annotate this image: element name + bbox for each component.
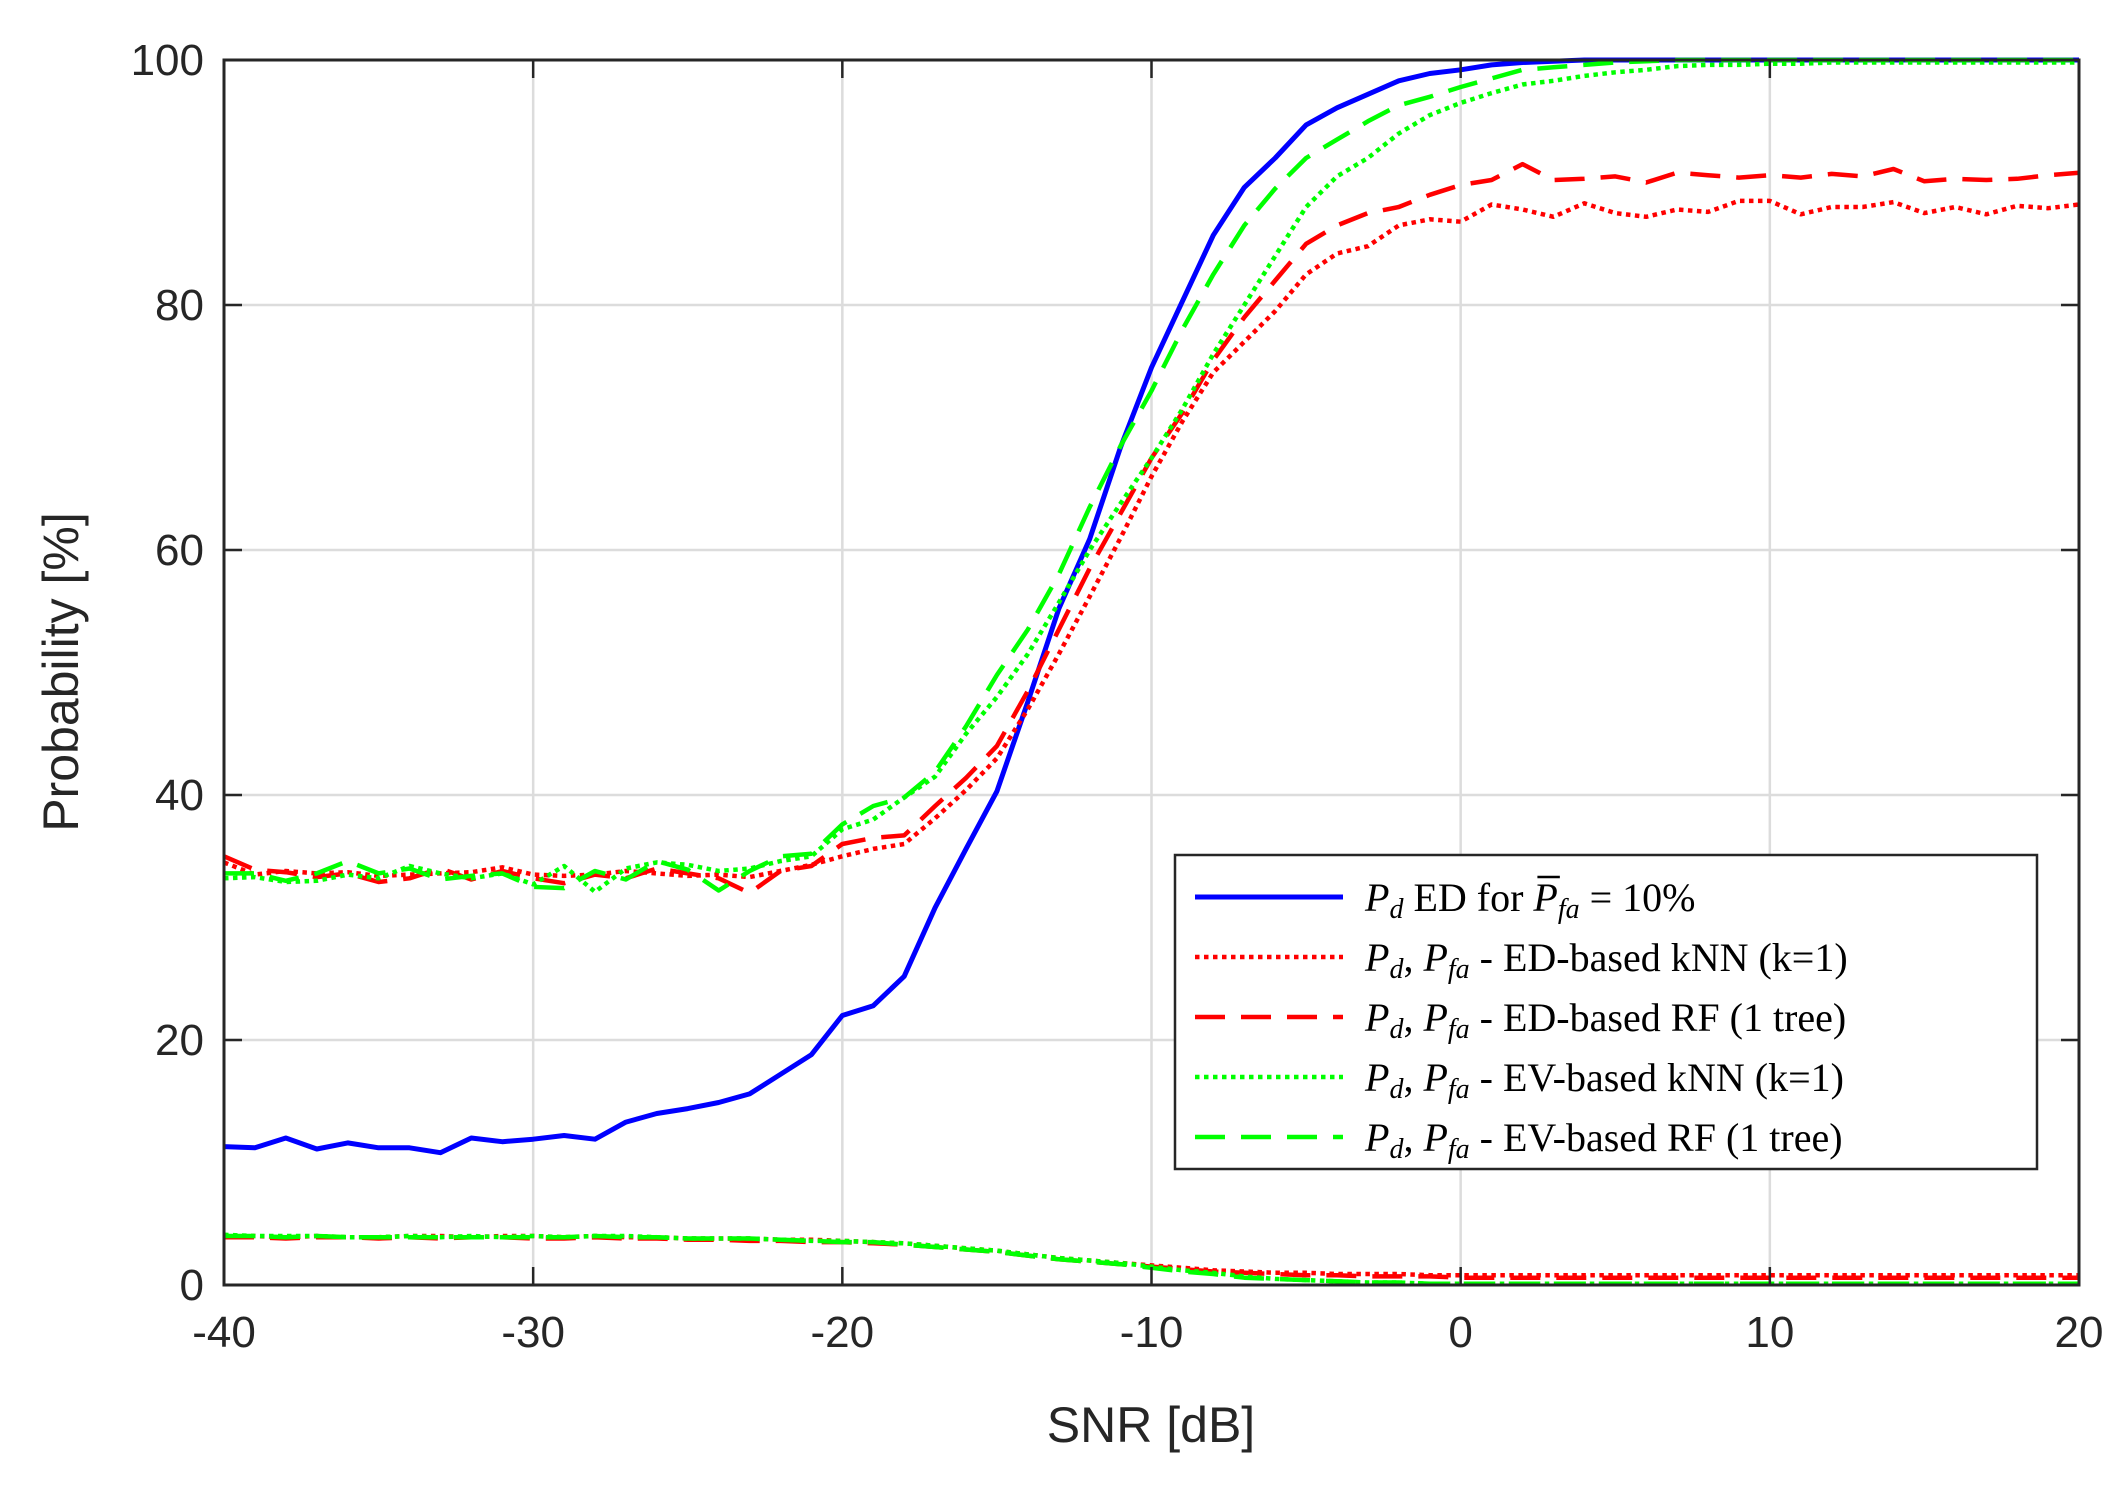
y-tick-label: 80 <box>155 281 204 330</box>
s2sub: fa <box>1448 1074 1470 1105</box>
s1sub: d <box>1389 1014 1404 1045</box>
t2: - EV-based kNN (k=1) <box>1470 1055 1844 1100</box>
t2: - ED-based RF (1 tree) <box>1470 995 1847 1040</box>
s1sub: d <box>1389 954 1404 985</box>
x-tick-label: 10 <box>1745 1308 1794 1357</box>
s2sub: fa <box>1558 894 1580 925</box>
legend-entry-2: Pd, Pfa - ED-based RF (1 tree) <box>1364 995 1846 1045</box>
s1sub: d <box>1389 1074 1404 1105</box>
s2: P <box>1532 875 1557 920</box>
series-line-1: Pd, Pfa - ED-based kNN (k=1) <box>223 198 2080 880</box>
s2sub: fa <box>1448 1134 1470 1165</box>
t1: , <box>1403 1055 1423 1100</box>
s1: P <box>1364 935 1389 980</box>
legend-entry-0: Pd ED for Pfa = 10% <box>1364 875 1696 925</box>
tick-labels: -40 -30 -20 -10 0 10 20 0 20 40 60 80 100 <box>131 36 2104 1357</box>
legend-entry-3: Pd, Pfa - EV-based kNN (k=1) <box>1364 1055 1844 1105</box>
x-axis-label: SNR [dB] <box>1047 1397 1255 1453</box>
x-tick-label: 20 <box>2055 1308 2104 1357</box>
s1sub: d <box>1389 894 1404 925</box>
t2: = 10% <box>1580 875 1696 920</box>
s2sub: fa <box>1448 1014 1470 1045</box>
s2: P <box>1422 935 1447 980</box>
y-tick-label: 40 <box>155 771 204 820</box>
s2: P <box>1422 1055 1447 1100</box>
s2: P <box>1422 995 1447 1040</box>
legend-entry-1: Pd, Pfa - ED-based kNN (k=1) <box>1364 935 1848 985</box>
x-tick-label: -40 <box>192 1308 256 1357</box>
legend: Pd ED for Pfa = 10%Pd, Pfa - ED-based kN… <box>1173 853 2039 1171</box>
y-tick-label: 60 <box>155 526 204 575</box>
x-tick-label: 0 <box>1448 1308 1472 1357</box>
x-tick-label: -20 <box>811 1308 875 1357</box>
x-tick-label: -10 <box>1120 1308 1184 1357</box>
s2: P <box>1422 1115 1447 1160</box>
s2sub: fa <box>1448 954 1470 985</box>
ticks <box>222 58 2081 1287</box>
y-tick-label: 100 <box>131 36 204 85</box>
series-line-3: Pd, Pfa - EV-based kNN (k=1) <box>223 60 2079 895</box>
s1: P <box>1364 1115 1389 1160</box>
legend-entry-4: Pd, Pfa - EV-based RF (1 tree) <box>1364 1115 1843 1165</box>
s1: P <box>1364 875 1389 920</box>
t1: , <box>1403 995 1423 1040</box>
y-tick-label: 20 <box>155 1016 204 1065</box>
t2: - ED-based kNN (k=1) <box>1470 935 1848 980</box>
y-tick-label: 0 <box>180 1261 204 1310</box>
s1: P <box>1364 1055 1389 1100</box>
t1: , <box>1403 1115 1423 1160</box>
y-axis-label: Probability [%] <box>33 512 89 832</box>
legend-box <box>1173 853 2039 1171</box>
s1: P <box>1364 995 1389 1040</box>
t2: - EV-based RF (1 tree) <box>1470 1115 1843 1160</box>
s1sub: d <box>1389 1134 1404 1165</box>
t1: , <box>1403 935 1423 980</box>
t1: ED for <box>1403 875 1533 920</box>
x-tick-label: -30 <box>501 1308 565 1357</box>
